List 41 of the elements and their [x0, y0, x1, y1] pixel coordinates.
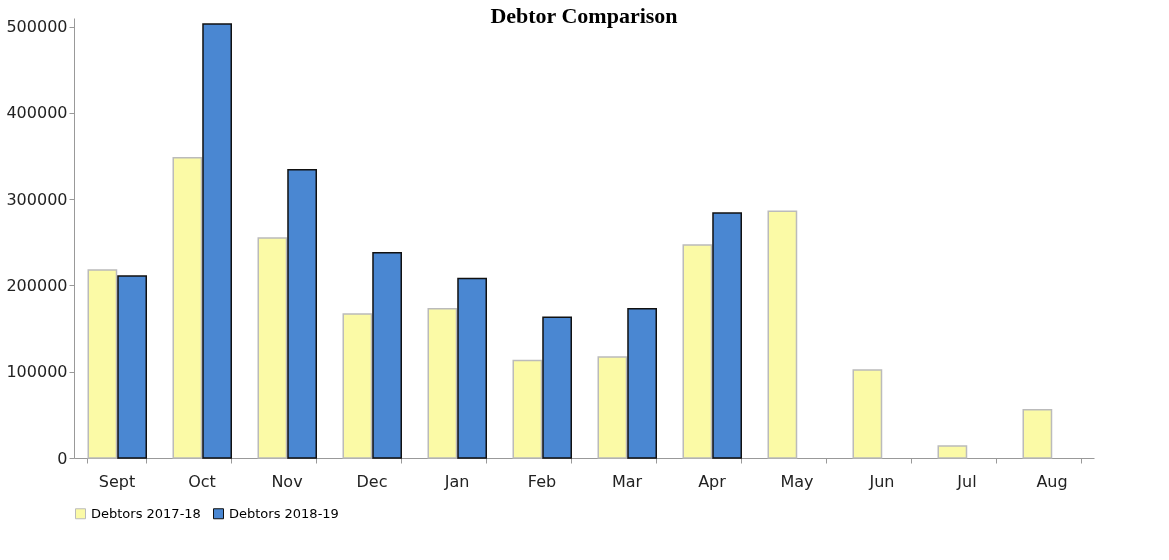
x-tick-label: Jan: [443, 471, 470, 491]
y-tick-label: 100000: [6, 362, 68, 382]
bar: [202, 23, 232, 459]
x-tick-label: Apr: [698, 471, 727, 491]
x-tick-label: Aug: [1036, 471, 1068, 491]
x-tick-label: Feb: [527, 471, 557, 491]
legend-label: Debtors 2017-18: [91, 505, 201, 521]
y-tick-label: 200000: [6, 275, 68, 295]
y-tick-label: 300000: [6, 189, 68, 209]
bar: [512, 359, 543, 459]
x-tick-label: Dec: [356, 471, 388, 491]
x-tick-label: Sept: [98, 471, 136, 491]
x-tick-label: May: [780, 471, 814, 491]
x-tick-label: Nov: [271, 471, 303, 491]
bar: [542, 316, 572, 459]
legend-label: Debtors 2018-19: [229, 505, 339, 521]
x-tick-label: Jun: [868, 471, 895, 491]
x-tick-label: Jul: [956, 471, 977, 491]
bar: [457, 277, 487, 459]
bar: [372, 251, 402, 459]
x-tick-label: Oct: [188, 471, 216, 491]
bar: [852, 369, 883, 459]
bar: [117, 275, 147, 459]
bar: [597, 356, 628, 459]
bar: [427, 308, 458, 459]
bar: [682, 244, 713, 459]
bar: [287, 169, 317, 459]
bar: [87, 269, 118, 459]
bar: [172, 157, 203, 459]
bar: [712, 212, 742, 459]
y-tick-label: 400000: [6, 103, 68, 123]
y-tick-label: 500000: [6, 17, 68, 37]
bar: [257, 237, 288, 459]
bar: [627, 308, 657, 459]
bar: [767, 210, 798, 459]
bar: [342, 313, 373, 459]
x-tick-label: Mar: [611, 471, 643, 491]
chart-title: Debtor Comparison: [490, 3, 678, 28]
bar: [937, 445, 968, 459]
bar: [1022, 408, 1053, 459]
y-tick-label: 0: [57, 448, 68, 468]
